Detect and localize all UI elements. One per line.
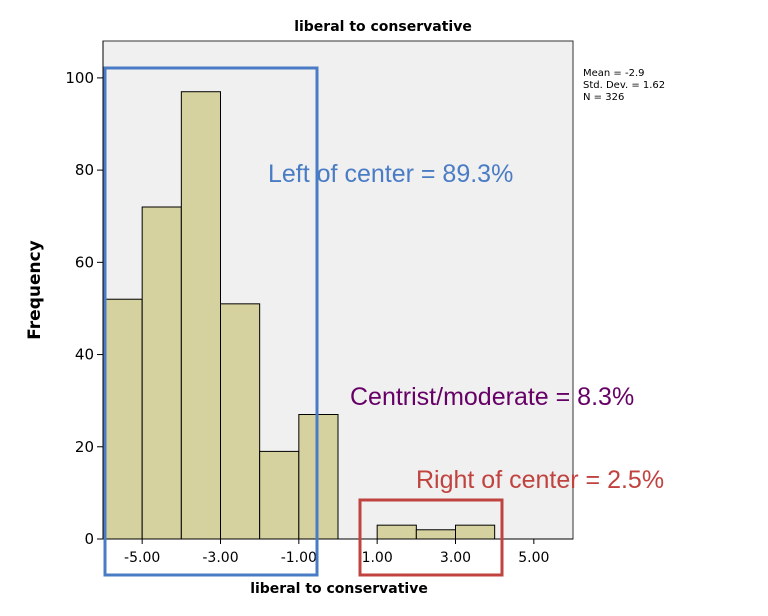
histogram-bar-4 bbox=[220, 303, 261, 540]
histogram-bar-9 bbox=[415, 529, 457, 540]
x-axis-label: liberal to conservative bbox=[250, 581, 428, 597]
chart-title: liberal to conservative bbox=[294, 19, 472, 35]
x-tick-label: 1.00 bbox=[362, 550, 393, 566]
stat-n: N = 326 bbox=[583, 92, 624, 103]
y-tick-label: 60 bbox=[75, 253, 94, 271]
left-of-center-annotation: Left of center = 89.3% bbox=[268, 160, 513, 188]
x-tick-label: -5.00 bbox=[124, 550, 160, 566]
histogram-bar-8 bbox=[376, 524, 417, 540]
x-tick-label: -3.00 bbox=[202, 550, 238, 566]
histogram-bar-1 bbox=[102, 298, 143, 540]
histogram-bar-3 bbox=[180, 91, 221, 540]
stats-box: Mean = -2.9 Std. Dev. = 1.62 N = 326 bbox=[583, 68, 665, 103]
stat-std-dev: Std. Dev. = 1.62 bbox=[583, 80, 665, 91]
y-tick-label: 40 bbox=[75, 346, 94, 364]
right-of-center-box bbox=[358, 498, 504, 577]
y-tick-label: 80 bbox=[75, 161, 94, 179]
histogram-bar-2 bbox=[141, 206, 182, 540]
centrist-annotation: Centrist/moderate = 8.3% bbox=[350, 383, 634, 411]
x-tick-label: -1.00 bbox=[281, 550, 317, 566]
stat-mean: Mean = -2.9 bbox=[583, 68, 645, 79]
y-tick-label: 0 bbox=[84, 530, 94, 548]
x-tick-label: 3.00 bbox=[440, 550, 471, 566]
histogram-bar-10 bbox=[455, 524, 496, 540]
right-of-center-annotation: Right of center = 2.5% bbox=[416, 466, 664, 494]
left-of-center-box bbox=[103, 66, 319, 577]
y-axis-label: Frequency bbox=[25, 240, 45, 340]
y-tick-label: 20 bbox=[75, 438, 94, 456]
x-tick-label: 5.00 bbox=[518, 550, 549, 566]
y-tick-label: 100 bbox=[65, 69, 94, 87]
histogram-bar-5 bbox=[259, 450, 300, 540]
